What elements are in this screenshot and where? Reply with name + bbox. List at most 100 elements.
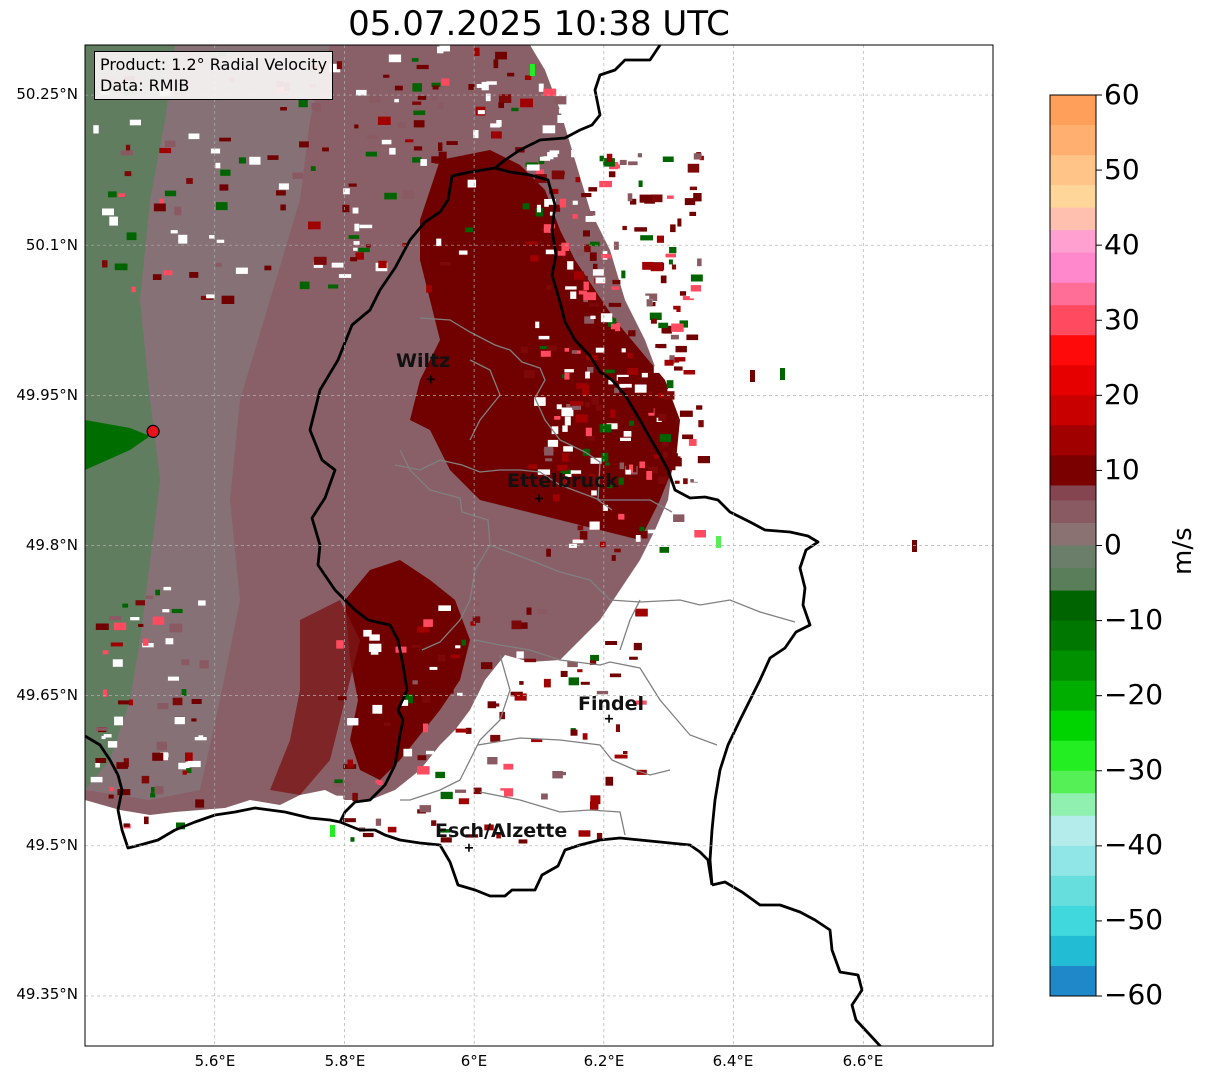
radar-echo-pixel (484, 824, 494, 831)
radar-echo-pixel (648, 329, 655, 333)
radar-echo-pixel (664, 463, 676, 471)
colorbar-segment (1050, 710, 1096, 742)
radar-echo-pixel (606, 153, 613, 162)
radar-echo-pixel (675, 345, 687, 353)
radar-echo-pixel (666, 380, 674, 389)
radar-echo-pixel (507, 72, 515, 77)
radar-echo-pixel (535, 275, 544, 283)
radar-echo-pixel (568, 677, 579, 686)
radar-echo-pixel (671, 264, 677, 270)
radar-echo-pixel (350, 257, 358, 262)
radar-echo-pixel (499, 711, 505, 720)
radar-echo-pixel (537, 469, 551, 475)
radar-echo-pixel (585, 427, 592, 437)
radar-echo-pixel (659, 434, 672, 442)
radar-echo-pixel (490, 734, 501, 742)
radar-echo-pixel (688, 359, 698, 368)
lat-tick-label: 49.65°N (16, 686, 78, 704)
border-germany-france-south (711, 880, 883, 1046)
radar-echo-pixel (422, 687, 431, 695)
radar-echo-pixel (215, 262, 222, 267)
radar-echo-pixel (476, 84, 485, 88)
radar-echo-pixel (511, 107, 519, 112)
radar-echo-pixel (473, 787, 482, 795)
radar-echo-pixel (547, 439, 559, 447)
radar-echo-pixel (416, 626, 430, 633)
radar-echo-pixel (552, 228, 559, 237)
colorbar-segment (1050, 485, 1096, 501)
radar-echo-pixel (458, 250, 468, 255)
radar-echo-pixel (673, 377, 683, 381)
city-marker-cross (426, 375, 435, 384)
radar-echo-pixel (647, 155, 654, 160)
radar-echo-pixel (337, 696, 347, 701)
radar-echo-pixel (366, 135, 378, 139)
radar-echo-pixel (440, 261, 452, 266)
echo-outbound-strong (85, 420, 150, 470)
radar-echo-pixel (677, 218, 682, 227)
radar-echo-pixel (578, 290, 588, 295)
radar-echo-pixel (164, 190, 177, 197)
city-markers (426, 375, 614, 852)
radar-echo-pixel (526, 164, 540, 171)
colorbar-tick-label: 30 (1104, 303, 1140, 336)
radar-echo-pixel (540, 350, 551, 357)
radar-echo-pixel (155, 589, 160, 596)
radar-echo-pixel (581, 387, 589, 396)
radar-echo-pixel (440, 791, 453, 800)
radar-echo-pixel (343, 188, 350, 195)
radar-echo-pixel (328, 284, 339, 289)
radar-echo-pixel (597, 717, 604, 721)
radar-echo-pixel (416, 64, 429, 70)
city-marker-cross (464, 843, 473, 852)
radar-echo-pixel (381, 139, 392, 145)
radar-echo-pixel (131, 286, 136, 293)
radar-echo-pixel (634, 227, 647, 232)
echo-strong-inbound-core (410, 150, 680, 540)
radar-echo-pixel (539, 346, 548, 350)
radar-echo-pixel (651, 194, 663, 203)
radar-echo-pixel (606, 423, 618, 430)
radar-echo-pixel (605, 641, 618, 645)
radar-echo-pixel (188, 133, 200, 140)
colorbar-segment (1050, 590, 1096, 622)
radar-echo-pixel (428, 694, 434, 699)
radar-echo-pixel (674, 480, 680, 484)
radar-echo-pixel (658, 413, 666, 421)
radar-echo-pixel (629, 420, 635, 426)
radar-echo-pixel (102, 689, 108, 697)
radar-echo-pixel (628, 161, 638, 166)
radar-echo-pixel (498, 94, 512, 103)
radar-echo-pixel (611, 633, 620, 638)
radar-echo-pixel (156, 741, 167, 751)
radar-echo-pixel (698, 337, 711, 344)
radar-echo-pixel (356, 689, 366, 693)
colorbar-segment (1050, 845, 1096, 877)
colorbar-segment (1050, 620, 1096, 652)
radar-echo-pixel (384, 192, 397, 200)
radar-echo-pixel (365, 151, 377, 157)
radar-echo-pixel (658, 476, 667, 485)
radar-echo-pixel (171, 608, 183, 614)
radar-echo-pixel (643, 407, 654, 413)
radar-echo-pixel (590, 457, 602, 464)
radar-echo-pixel (486, 81, 497, 85)
radar-echo-pixel (673, 305, 681, 312)
radar-echo-pixel (561, 407, 574, 417)
radar-echo-pixel (332, 782, 345, 788)
radar-echo-pixel (622, 381, 628, 385)
radar-echo-pixel (543, 678, 551, 688)
radar-echo-pixel (620, 437, 631, 441)
radar-echo-pixel (595, 197, 605, 204)
lon-tick-label: 5.6°E (194, 1052, 236, 1070)
radar-echo-pixel (590, 801, 599, 810)
radar-echo-pixel (457, 692, 463, 696)
radar-echo-pixel (206, 294, 215, 299)
radar-echo-pixel (107, 741, 118, 748)
radar-echo-pixel (191, 699, 202, 704)
colorbar-segment (1050, 935, 1096, 967)
radar-echo-pixel (688, 439, 697, 446)
echo-strong-inbound-south (345, 560, 470, 780)
radar-echo-pixel (525, 353, 534, 361)
radar-echo-pixel (659, 527, 665, 535)
